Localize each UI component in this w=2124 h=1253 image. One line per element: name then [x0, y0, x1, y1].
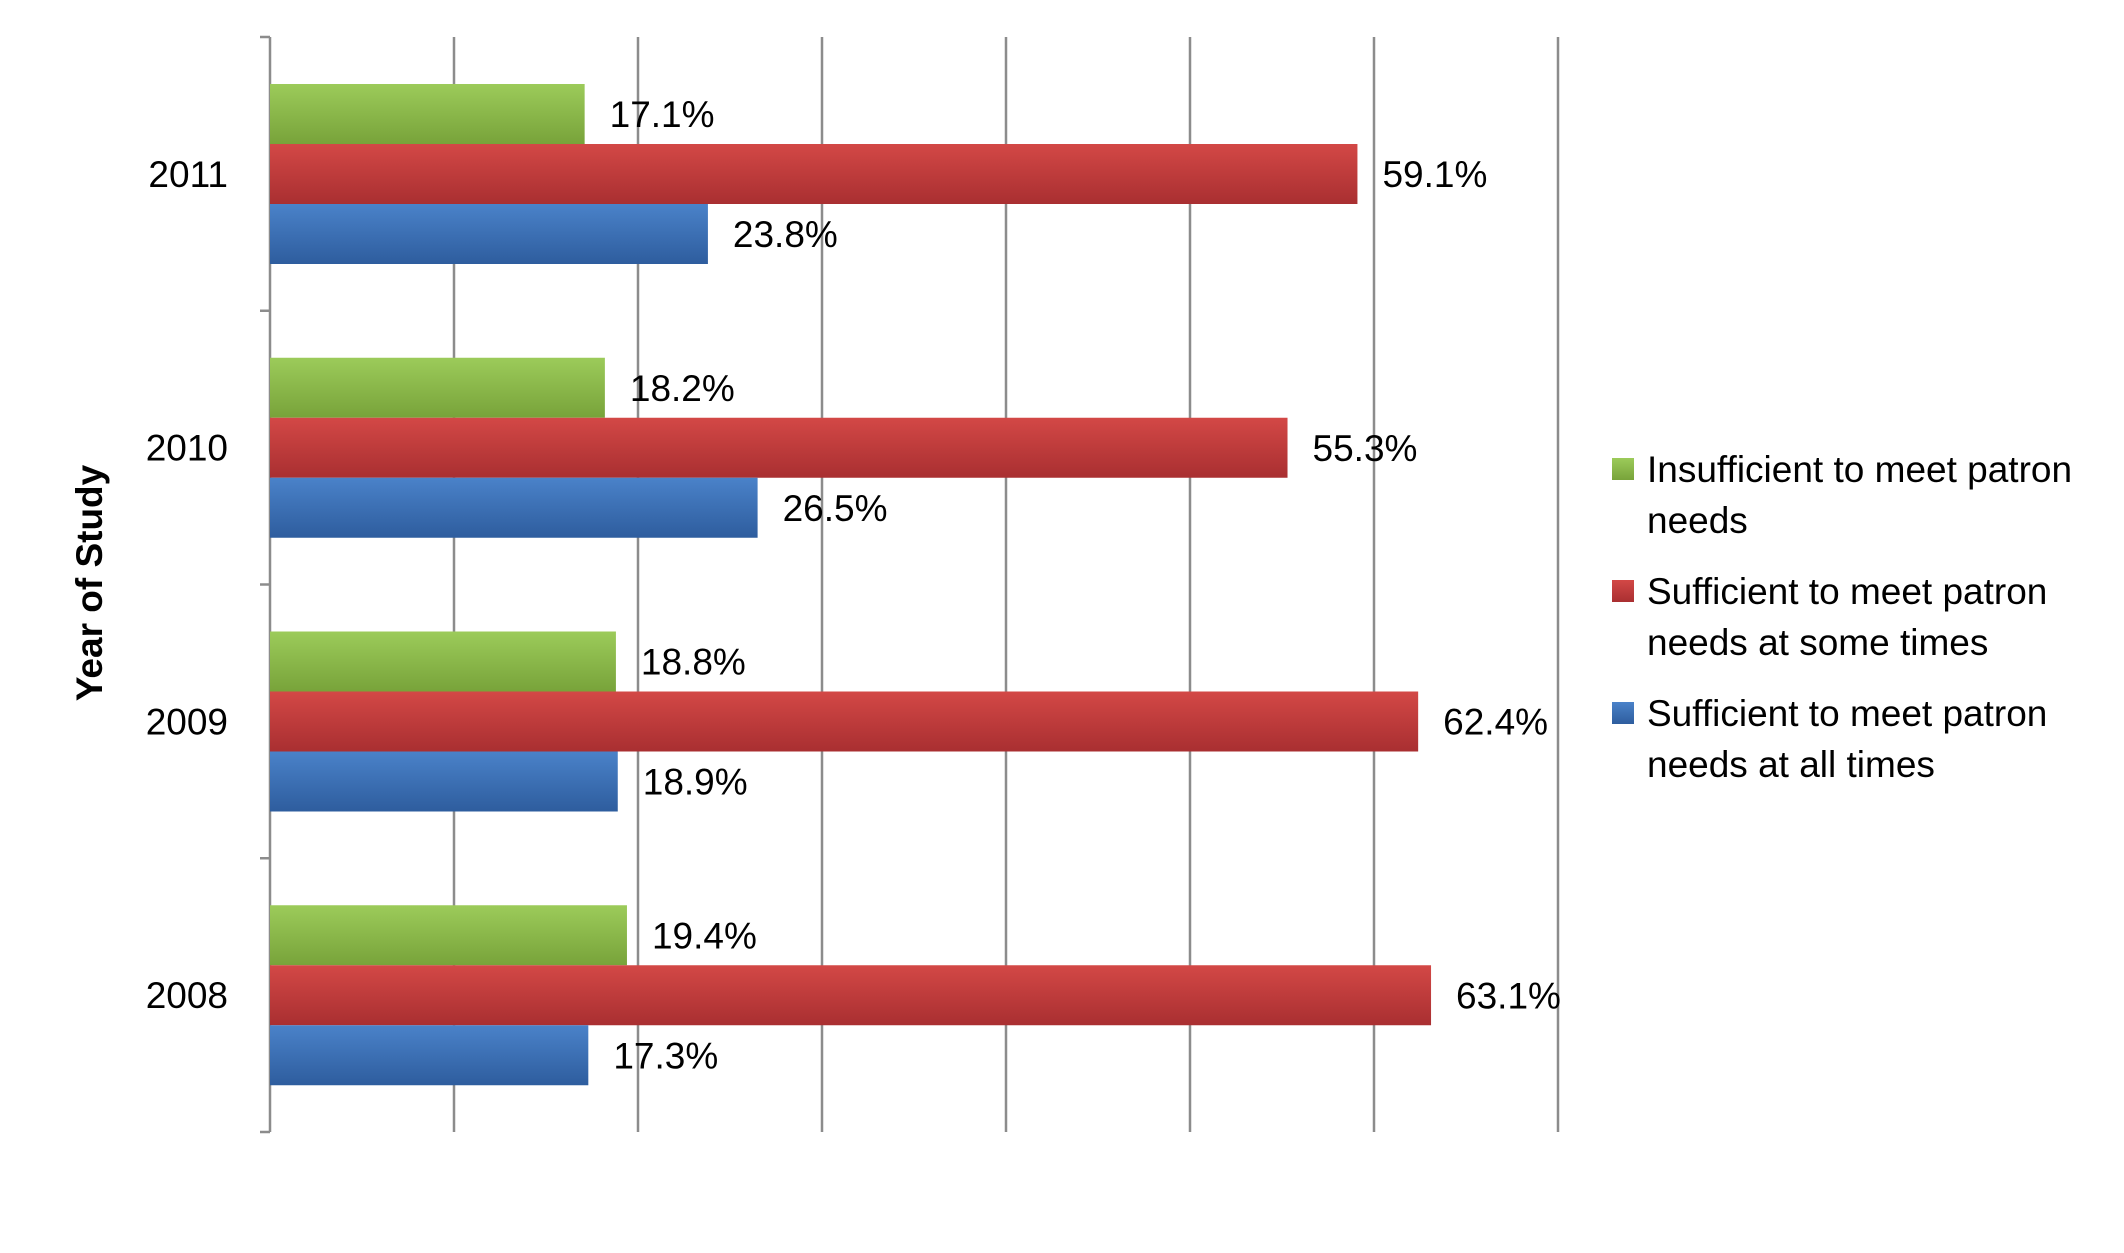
legend: Insufficient to meet patron needs Sufficie… [1612, 449, 2072, 785]
category-label-2011: 2011 [148, 154, 228, 195]
category-label-2010: 2010 [146, 428, 228, 469]
legend-swatch-1 [1612, 458, 1634, 480]
legend-swatch-2 [1612, 580, 1634, 602]
data-label-2008-series-3: 17.3% [613, 1035, 718, 1076]
data-label-2009-series-2: 62.4% [1443, 702, 1548, 743]
bar-2011-series-2 [270, 144, 1358, 204]
data-label-2011-series-2: 59.1% [1382, 154, 1487, 195]
data-label-2009-series-1: 18.8% [641, 642, 746, 683]
data-label-2009-series-3: 18.9% [643, 762, 748, 803]
bar-2010-series-1 [270, 357, 605, 418]
data-label-2008-series-1: 19.4% [652, 915, 757, 956]
y-axis-title: Year of Study [69, 464, 110, 701]
data-label-2008-series-2: 63.1% [1456, 975, 1561, 1016]
bar-2008-series-2 [270, 965, 1432, 1026]
bar-2008-series-3 [270, 1025, 589, 1086]
bar-2008-series-1 [270, 905, 627, 966]
data-label-2010-series-2: 55.3% [1313, 428, 1418, 469]
legend-label-1: Insufficient to meet patron needs [1647, 449, 2072, 541]
data-labels: 17.1% 59.1% 23.8% 18.2% 55.3% 26.5% 18.8% 62.4%… [610, 94, 1561, 1076]
category-axis: 2011 2010 2009 2008 [146, 35, 272, 1134]
bar-2011-series-3 [270, 204, 708, 264]
data-label-2011-series-3: 23.8% [733, 214, 838, 255]
data-label-2010-series-1: 18.2% [630, 368, 735, 409]
bar-2009-series-3 [270, 751, 618, 812]
category-label-2009: 2009 [146, 701, 228, 742]
data-label-2011-series-1: 17.1% [610, 94, 715, 135]
legend-label-3: Sufficient to meet patron needs at all ti… [1647, 693, 2047, 785]
bar-2009-series-2 [270, 691, 1419, 752]
category-label-2008: 2008 [146, 975, 228, 1016]
legend-label-2: Sufficient to meet patron needs at some t… [1647, 571, 2047, 663]
legend-swatch-3 [1612, 702, 1634, 724]
bar-2010-series-3 [270, 477, 758, 538]
bars [270, 84, 1432, 1086]
bar-2010-series-2 [270, 417, 1288, 478]
bar-2011-series-1 [270, 84, 585, 144]
bar-2009-series-1 [270, 631, 616, 692]
data-label-2010-series-3: 26.5% [783, 488, 888, 529]
